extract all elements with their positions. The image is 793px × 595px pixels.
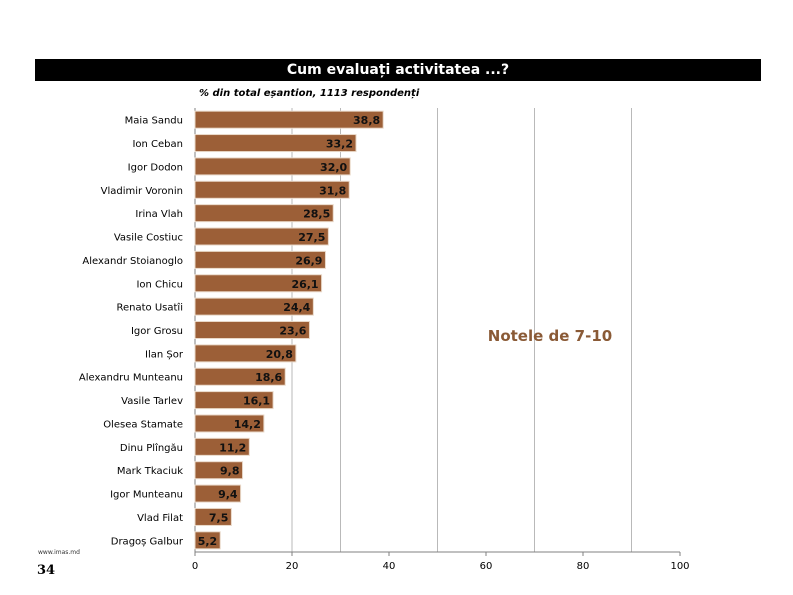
category-label: Irina Vlah bbox=[135, 209, 183, 220]
category-label: Dinu Plîngău bbox=[120, 442, 183, 454]
category-label: Renato Usatîi bbox=[117, 302, 183, 314]
category-label: Ion Ceban bbox=[132, 139, 183, 150]
bar bbox=[194, 227, 329, 246]
value-label: 18,6 bbox=[255, 371, 282, 384]
bar bbox=[194, 507, 232, 526]
category-label: Vasile Costiuc bbox=[114, 233, 183, 244]
value-label: 20,8 bbox=[266, 348, 293, 361]
value-label: 28,5 bbox=[303, 208, 330, 221]
category-label: Vladimir Voronin bbox=[101, 186, 183, 197]
bar bbox=[194, 250, 326, 269]
value-label: 23,6 bbox=[279, 325, 306, 338]
value-label: 32,0 bbox=[320, 161, 347, 174]
bar bbox=[194, 297, 314, 316]
bar bbox=[194, 531, 221, 550]
value-label: 9,8 bbox=[220, 465, 240, 478]
value-label: 26,9 bbox=[295, 254, 322, 267]
bar bbox=[194, 414, 265, 433]
value-label: 9,4 bbox=[218, 488, 238, 501]
value-label: 5,2 bbox=[198, 535, 218, 548]
bar bbox=[194, 391, 274, 410]
bar bbox=[194, 321, 310, 339]
category-label: Vasile Tarlev bbox=[121, 396, 183, 407]
value-label: 14,2 bbox=[234, 418, 261, 431]
chart-annotation: Notele de 7-10 bbox=[488, 327, 612, 345]
bar bbox=[194, 484, 242, 503]
footer-url: www.imas.md bbox=[38, 549, 80, 556]
x-tick-label: 80 bbox=[577, 561, 590, 572]
value-label: 24,4 bbox=[283, 301, 310, 314]
category-label: Ion Chicu bbox=[136, 279, 183, 290]
category-label: Olesea Stamate bbox=[103, 419, 183, 430]
category-label: Igor Munteanu bbox=[110, 490, 183, 501]
chart-subtitle: % din total eșantion, 1113 respondenți bbox=[199, 88, 420, 99]
category-label: Igor Grosu bbox=[131, 326, 183, 337]
page-number: 34 bbox=[37, 563, 56, 578]
bar bbox=[194, 134, 357, 153]
category-label: Alexandr Stoianoglo bbox=[82, 256, 183, 267]
bar bbox=[194, 344, 297, 363]
category-label: Vlad Filat bbox=[137, 513, 183, 524]
bar bbox=[194, 274, 323, 293]
bar bbox=[194, 157, 351, 176]
bar bbox=[194, 461, 244, 480]
x-tick-label: 60 bbox=[480, 561, 493, 572]
category-label: Dragoș Galbur bbox=[111, 536, 184, 547]
value-label: 11,2 bbox=[219, 441, 246, 454]
value-label: 38,8 bbox=[353, 114, 380, 127]
bar bbox=[194, 110, 384, 129]
bar bbox=[194, 437, 250, 456]
value-label: 26,1 bbox=[291, 278, 318, 291]
x-tick-label: 40 bbox=[383, 561, 396, 572]
value-label: 16,1 bbox=[243, 395, 270, 408]
category-label: Alexandru Munteanu bbox=[79, 373, 183, 384]
bar bbox=[194, 367, 286, 386]
value-label: 31,8 bbox=[319, 184, 346, 197]
value-label: 27,5 bbox=[298, 231, 325, 244]
bar bbox=[194, 180, 350, 199]
x-tick-label: 20 bbox=[286, 561, 299, 572]
x-tick-label: 0 bbox=[192, 561, 198, 572]
chart-title: Cum evaluați activitatea ...? bbox=[35, 59, 761, 81]
category-label: Igor Dodon bbox=[128, 162, 183, 173]
category-label: Maia Sandu bbox=[125, 116, 183, 127]
x-tick-label: 100 bbox=[670, 561, 689, 572]
value-label: 33,2 bbox=[326, 138, 353, 151]
category-label: Ilan Șor bbox=[145, 349, 184, 360]
category-label: Mark Tkaciuk bbox=[117, 466, 183, 477]
bar bbox=[194, 204, 334, 223]
value-label: 7,5 bbox=[209, 511, 229, 524]
